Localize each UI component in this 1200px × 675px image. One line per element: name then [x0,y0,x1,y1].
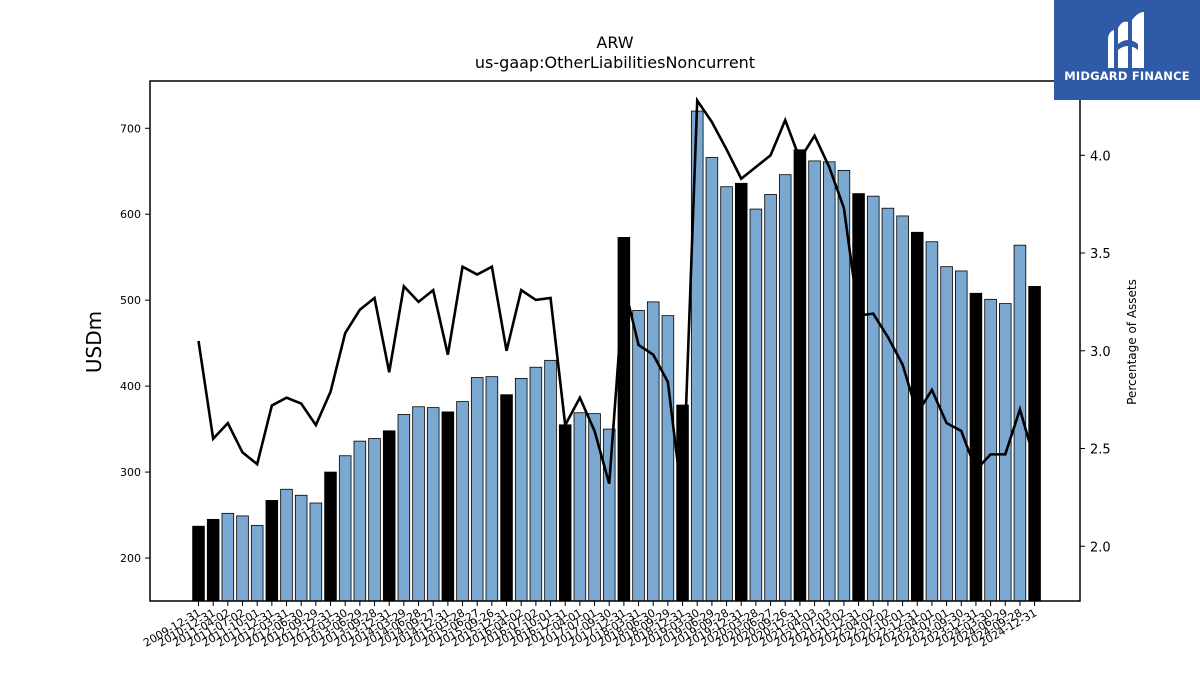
bar-2009-12-31 [192,525,205,602]
bar-2014-12-31 [441,411,455,602]
bar-2021-04-03 [808,160,821,602]
bar-2015-06-27 [470,377,484,602]
percentage-line [197,96,1036,504]
bar-2017-09-30 [602,428,616,602]
bar-2019-12-31 [734,182,748,602]
bar-2021-07-03 [822,161,836,602]
bar-2019-09-28 [720,186,733,602]
bar-2011-12-31 [265,500,279,602]
bar-2018-03-31 [632,310,645,602]
bar-2016-10-01 [544,359,557,602]
bar-2016-07-02 [529,366,543,602]
y-tick-label: 700 [120,122,141,135]
right-axis-ticks: 2.0 2.5 3.0 3.5 4.0 [1080,149,1111,555]
brand-logo: MIDGARD FINANCE [1054,0,1200,100]
bar-2022-07-02 [881,207,895,602]
bar-2016-04-02 [514,377,528,602]
bar-2012-03-31 [280,488,293,602]
bar-2022-04-02 [866,195,880,602]
bar-2020-12-31 [793,149,807,602]
bar-2022-12-31 [910,231,924,602]
chart-title: ARW [596,33,633,52]
bar-2011-10-01 [250,524,264,602]
bar-2012-06-30 [294,494,308,602]
chart-subtitle: us-gaap:OtherLiabilitiesNoncurrent [475,53,755,72]
bar-2012-09-29 [309,502,323,602]
y2-tick-label: 3.5 [1090,247,1111,262]
y-tick-label: 200 [120,552,141,565]
bar-2010-12-31 [206,518,220,602]
x-axis-ticks: 2009-12-312010-12-312011-04-022011-07-02… [141,601,1039,650]
bar-2013-06-29 [353,440,367,602]
bar-2015-09-26 [485,376,499,602]
y-tick-label: 400 [120,380,141,393]
bar-2024-03-30 [984,298,997,602]
bar-2022-10-01 [896,215,909,602]
bar-2013-09-28 [368,438,381,602]
bar-2016-12-31 [558,424,572,602]
bar-2011-07-02 [236,515,249,602]
bar-2021-12-31 [852,193,865,602]
bar-2020-06-27 [764,194,777,602]
bar-2012-12-31 [324,471,337,602]
brand-mark-icon [1108,12,1144,69]
bar-2015-12-31 [500,394,513,602]
y-tick-label: 500 [120,294,141,307]
bar-2023-04-01 [925,241,939,602]
bar-2017-04-01 [573,412,587,602]
y2-tick-label: 3.0 [1090,345,1111,360]
bar-2011-04-02 [221,512,235,602]
y2-axis-label: Percentage of Assets [1125,279,1139,405]
bar-2015-03-28 [456,401,469,602]
bar-2023-09-30 [954,270,968,602]
bar-series [192,110,1041,602]
bar-2018-06-30 [646,301,660,602]
y-axis-label: USDm [82,311,106,373]
left-axis-ticks: 200 300 400 500 600 700 [120,122,150,565]
bar-2013-12-31 [382,430,396,602]
y2-tick-label: 4.0 [1090,149,1111,164]
bar-2013-03-30 [338,455,352,602]
bar-2020-03-28 [749,208,763,602]
plot-frame [149,80,1081,602]
y-tick-label: 600 [120,208,141,221]
bar-2014-06-28 [412,406,425,602]
bar-2014-03-29 [397,414,411,602]
brand-name: MIDGARD FINANCE [1064,69,1190,83]
bar-2014-09-27 [426,407,440,602]
bar-2020-09-26 [778,174,792,602]
bar-2023-12-31 [969,292,983,602]
bar-2023-07-01 [940,266,953,602]
bar-2019-06-29 [705,157,719,602]
y2-tick-label: 2.0 [1090,540,1111,555]
bar-2018-09-29 [661,315,675,602]
y-tick-label: 300 [120,466,141,479]
y2-tick-label: 2.5 [1090,443,1111,458]
